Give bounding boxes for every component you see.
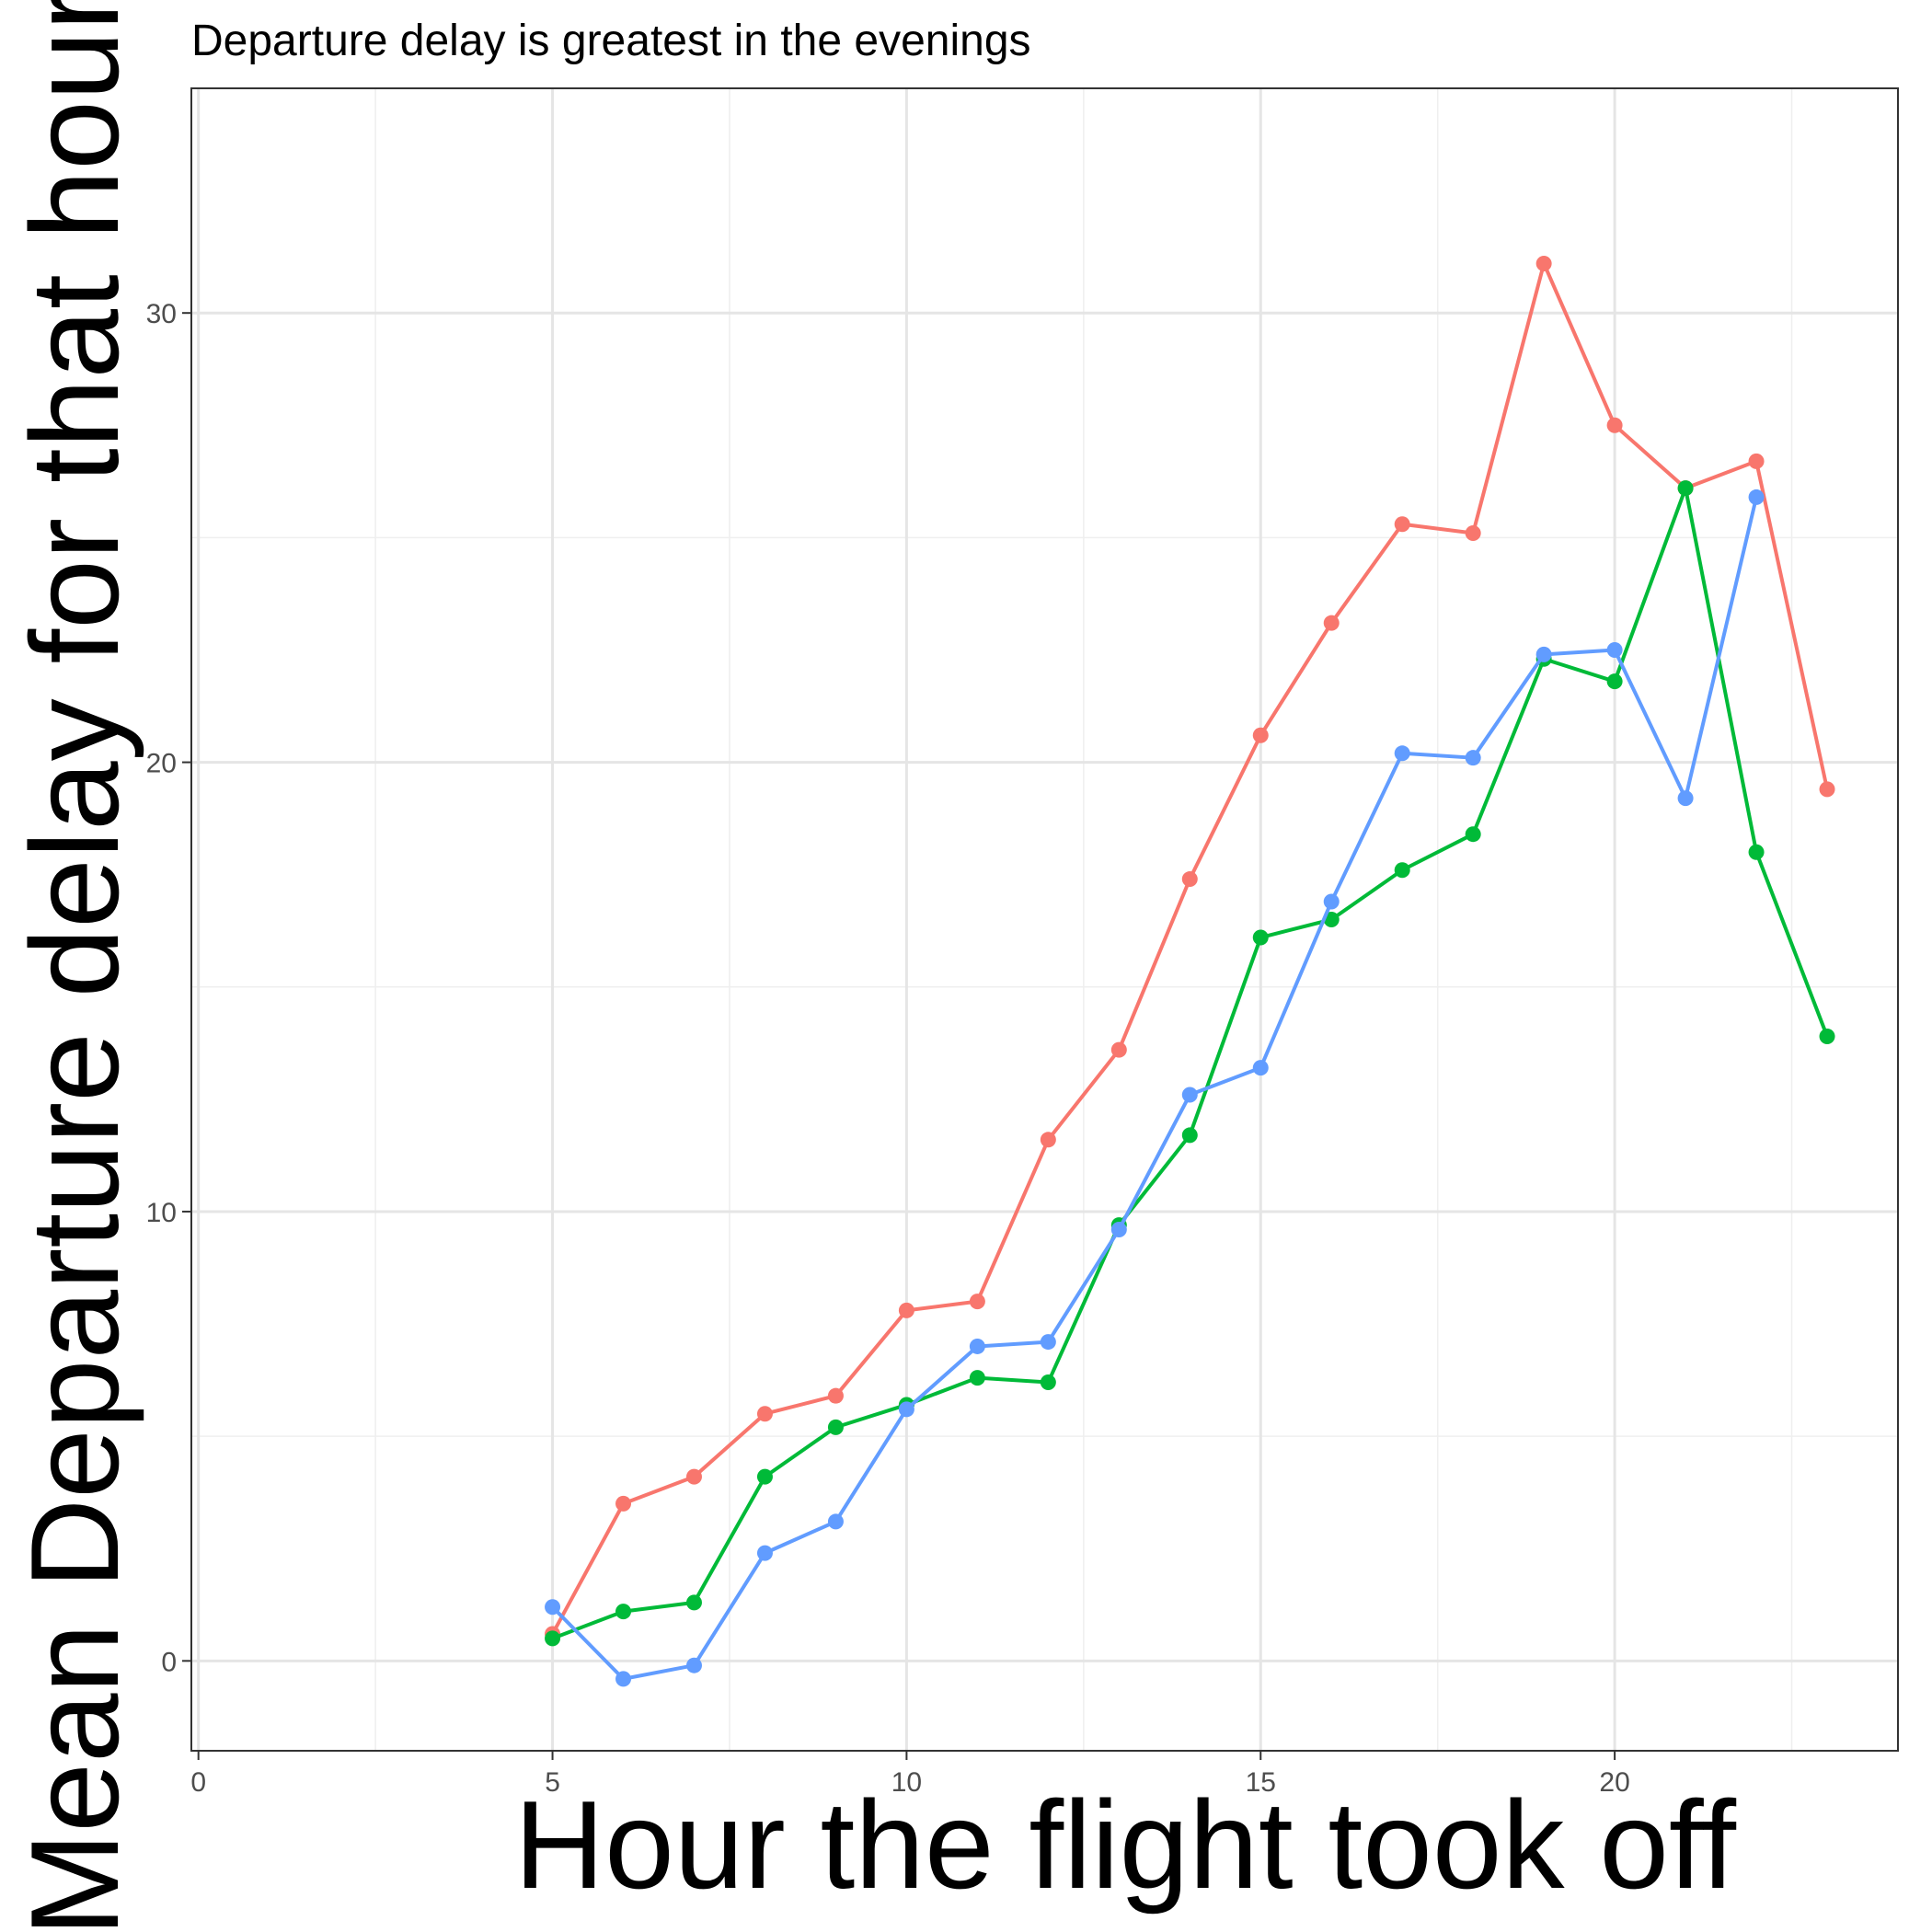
data-point (827, 1387, 844, 1404)
series-line (550, 261, 1829, 1635)
data-point (685, 1594, 702, 1611)
data-point (1819, 781, 1835, 798)
data-point (615, 1671, 632, 1687)
data-point (1748, 844, 1765, 860)
x-tick-label: 5 (545, 1767, 560, 1798)
data-point (1465, 750, 1481, 766)
data-point (545, 1599, 561, 1616)
chart-subtitle: Departure delay is greatest in the eveni… (191, 17, 1031, 65)
data-point (1677, 480, 1694, 497)
data-point (1819, 1028, 1835, 1044)
data-point (1252, 727, 1269, 743)
plot-panel-border (190, 87, 1899, 1752)
data-point (1252, 929, 1269, 946)
data-point (615, 1495, 632, 1512)
data-point (1040, 1374, 1056, 1391)
series-line (551, 496, 1759, 1681)
series-1 (545, 255, 1835, 1642)
y-tick-label: 10 (146, 1198, 177, 1228)
data-point (1040, 1334, 1056, 1351)
data-point (756, 1545, 773, 1561)
x-tick-label: 20 (1599, 1767, 1629, 1798)
data-point (1394, 862, 1410, 879)
data-point (1748, 453, 1765, 469)
data-point (969, 1370, 985, 1386)
data-point (1110, 1221, 1127, 1237)
data-point (1677, 790, 1694, 807)
data-point (685, 1657, 702, 1673)
data-point (1394, 745, 1410, 762)
data-point (1748, 489, 1765, 505)
axes: 0 5 10 15 20 0 10 20 30 (146, 299, 1630, 1798)
data-point (545, 1630, 561, 1647)
data-point (1040, 1132, 1056, 1148)
grid (191, 87, 1898, 1751)
data-point (1606, 417, 1623, 433)
data-point (898, 1401, 914, 1418)
series-2 (545, 480, 1835, 1647)
data-point (756, 1406, 773, 1422)
y-tick-label: 0 (161, 1647, 177, 1677)
x-axis-label: Hour the flight took off (514, 1775, 1736, 1915)
data-point (756, 1468, 773, 1485)
x-tick-label: 15 (1246, 1767, 1276, 1798)
data-point (827, 1513, 844, 1530)
data-point (1606, 641, 1623, 658)
data-point (969, 1338, 985, 1354)
y-tick-label: 20 (146, 749, 177, 779)
data-point (1606, 673, 1623, 690)
data-point (898, 1302, 914, 1318)
x-tick-label: 0 (190, 1767, 206, 1798)
data-point (827, 1419, 844, 1435)
data-point (1465, 524, 1481, 541)
data-point (1181, 1127, 1198, 1144)
series-line (551, 486, 1829, 1640)
data-point (1181, 1087, 1198, 1103)
data-point (1323, 615, 1340, 631)
data-point (969, 1294, 985, 1310)
data-point (1252, 1060, 1269, 1076)
data-point (685, 1468, 702, 1485)
data-point (1323, 893, 1340, 910)
data-point (1535, 646, 1552, 662)
series-3 (545, 489, 1765, 1687)
y-axis-label: Mean Departure delay for that hour (5, 0, 144, 1932)
data-point (615, 1604, 632, 1620)
x-tick-label: 10 (891, 1767, 922, 1798)
data-point (1110, 1041, 1127, 1058)
data-point (1394, 516, 1410, 533)
data-point (1323, 912, 1340, 927)
data-point (1181, 871, 1198, 888)
data-point (1535, 255, 1552, 271)
y-tick-label: 30 (146, 299, 177, 329)
series-group (545, 255, 1835, 1687)
data-point (1465, 826, 1481, 843)
